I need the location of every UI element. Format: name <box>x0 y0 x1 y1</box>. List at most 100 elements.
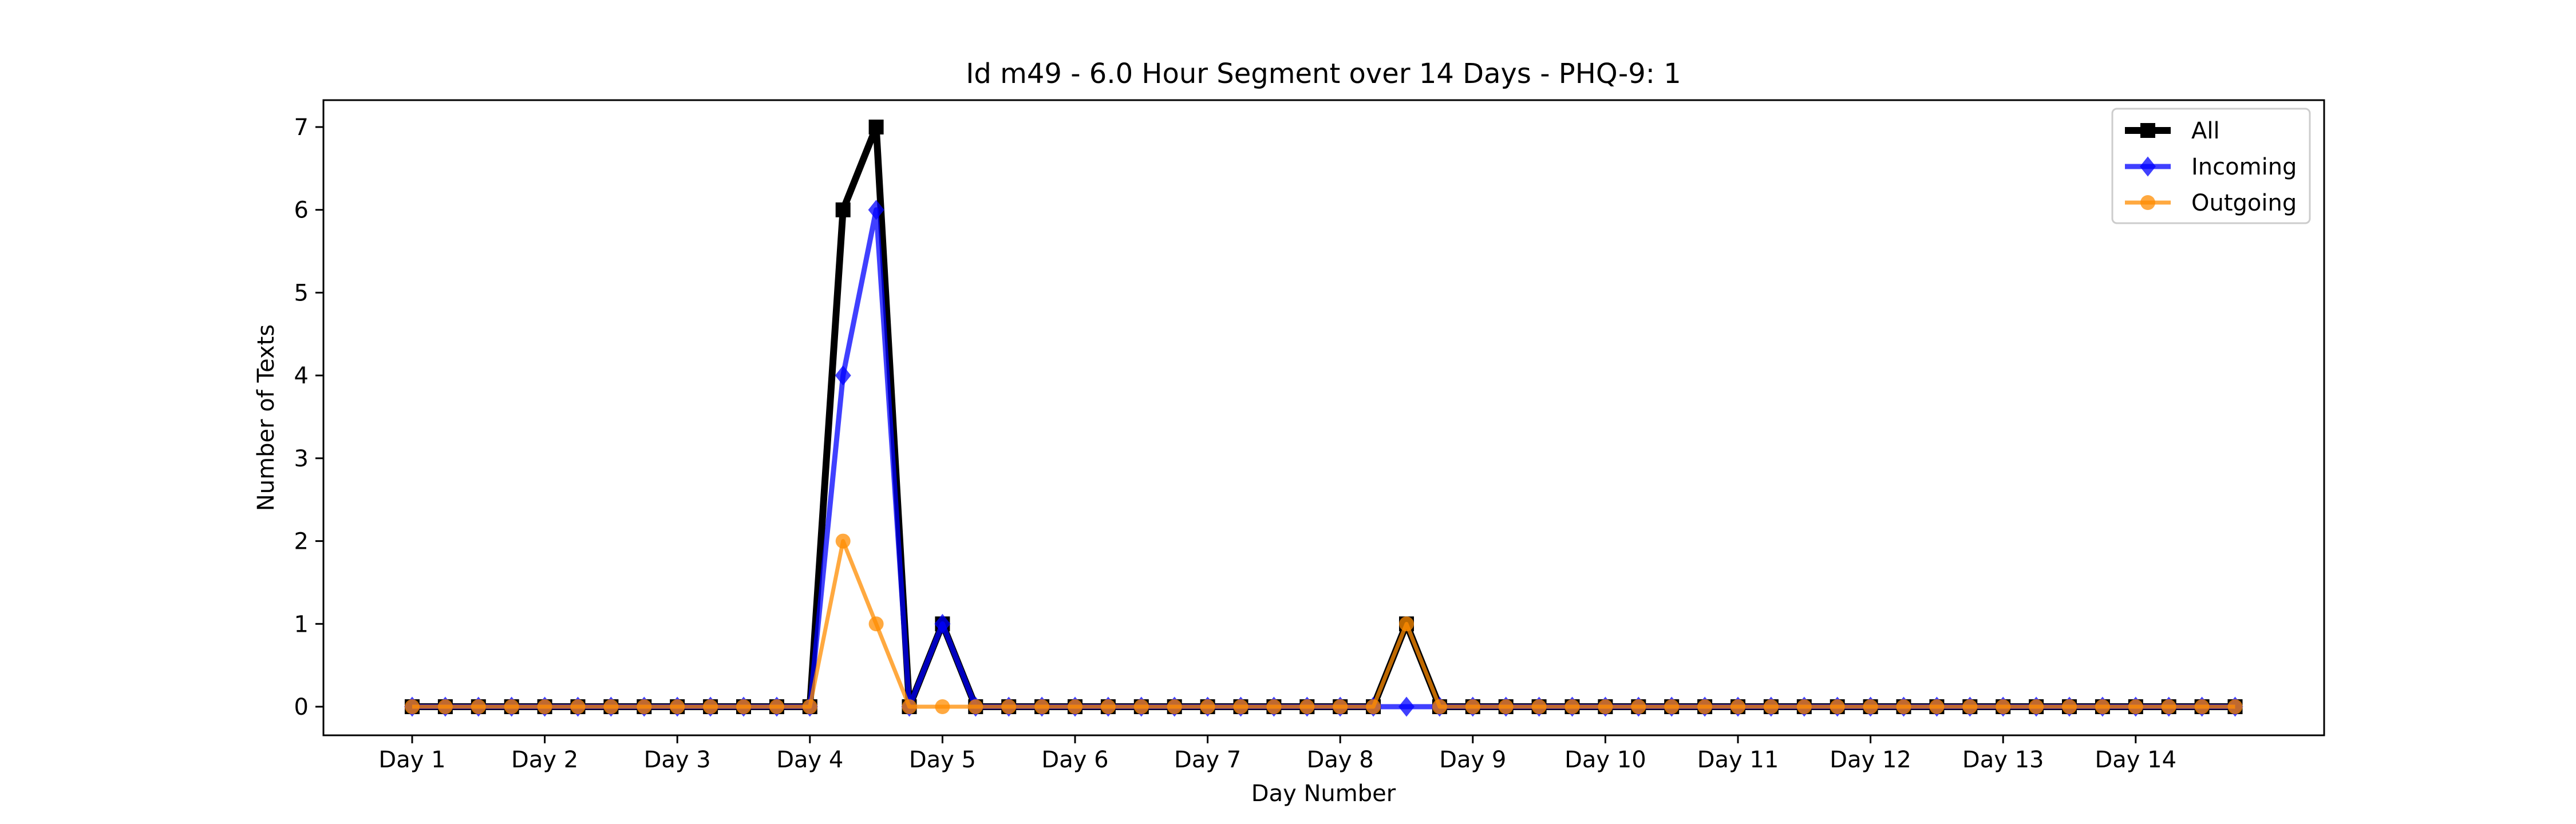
data-point-outgoing <box>603 699 619 714</box>
data-point-outgoing <box>504 699 519 714</box>
data-point-outgoing <box>1001 699 1017 714</box>
x-tick-label: Day 3 <box>644 747 711 773</box>
x-tick-label: Day 11 <box>1697 747 1779 773</box>
data-point-outgoing <box>902 699 917 714</box>
data-point-outgoing <box>1564 699 1580 714</box>
x-tick-label: Day 10 <box>1564 747 1646 773</box>
x-axis-label: Day Number <box>1251 781 1396 807</box>
y-axis-ticks: 0 1 2 3 4 5 6 7 <box>294 114 323 720</box>
data-point-outgoing <box>1929 699 1945 714</box>
data-point-outgoing <box>2029 699 2044 714</box>
data-point-outgoing <box>1664 699 1680 714</box>
data-point-outgoing <box>1233 699 1249 714</box>
x-tick-label: Day 1 <box>378 747 445 773</box>
data-point-outgoing <box>1962 699 1978 714</box>
data-point-outgoing <box>1796 699 1812 714</box>
plot-area <box>404 120 2243 717</box>
data-point-outgoing <box>2161 699 2176 714</box>
x-axis-ticks: Day 1 Day 2 Day 3 Day 4 Day 5 Day 6 Day 7 Day 8… <box>378 735 2176 773</box>
data-point-outgoing <box>1133 699 1149 714</box>
data-point-outgoing <box>1631 699 1646 714</box>
data-point-outgoing <box>769 699 784 714</box>
data-point-outgoing <box>537 699 552 714</box>
data-point-outgoing <box>2095 699 2110 714</box>
y-tick-label: 4 <box>294 363 309 389</box>
data-point-outgoing <box>1200 699 1215 714</box>
data-point-outgoing <box>736 699 751 714</box>
y-tick-label: 5 <box>294 280 309 306</box>
data-point-outgoing <box>1830 699 1845 714</box>
legend-marker-outgoing <box>2140 195 2155 210</box>
data-point-outgoing <box>1498 699 1514 714</box>
data-point-outgoing <box>1167 699 1182 714</box>
legend: All Incoming Outgoing <box>2111 108 2311 224</box>
data-point-outgoing <box>1299 699 1315 714</box>
legend-label-all: All <box>2191 118 2220 144</box>
y-tick-label: 0 <box>294 694 309 720</box>
legend-label-outgoing: Outgoing <box>2191 190 2297 216</box>
data-point-outgoing <box>2227 699 2243 714</box>
data-point-outgoing <box>1697 699 1713 714</box>
data-point-outgoing <box>1432 699 1447 714</box>
data-point-outgoing <box>935 699 950 714</box>
data-point-incoming <box>934 613 951 634</box>
data-point-all <box>835 202 851 217</box>
x-tick-label: Day 14 <box>2095 747 2176 773</box>
x-tick-label: Day 12 <box>1830 747 1911 773</box>
data-point-outgoing <box>1531 699 1547 714</box>
data-point-outgoing <box>2062 699 2077 714</box>
x-tick-label: Day 8 <box>1307 747 1374 773</box>
y-tick-label: 3 <box>294 446 309 472</box>
data-point-outgoing <box>2128 699 2143 714</box>
data-point-outgoing <box>1068 699 1082 714</box>
data-point-outgoing <box>1863 699 1878 714</box>
series-outgoing <box>405 533 2243 714</box>
data-point-outgoing <box>1100 699 1116 714</box>
x-tick-label: Day 4 <box>776 747 843 773</box>
data-point-outgoing <box>703 699 718 714</box>
legend-marker-all <box>2140 123 2155 138</box>
x-tick-label: Day 2 <box>511 747 578 773</box>
y-tick-label: 6 <box>294 197 309 224</box>
data-point-incoming <box>835 365 851 386</box>
data-point-incoming <box>1398 696 1415 717</box>
x-tick-label: Day 7 <box>1174 747 1241 773</box>
data-point-outgoing <box>802 699 817 714</box>
x-tick-label: Day 5 <box>909 747 976 773</box>
data-point-outgoing <box>570 699 586 714</box>
data-point-outgoing <box>1266 699 1282 714</box>
data-point-outgoing <box>1465 699 1480 714</box>
data-point-outgoing <box>670 699 685 714</box>
data-point-incoming <box>868 200 884 220</box>
data-point-outgoing <box>471 699 486 714</box>
data-point-all <box>868 120 884 134</box>
chart-title: Id m49 - 6.0 Hour Segment over 14 Days -… <box>966 58 1681 90</box>
data-point-outgoing <box>868 616 884 632</box>
data-point-outgoing <box>1399 616 1414 632</box>
legend-box <box>2111 108 2311 224</box>
data-point-outgoing <box>1896 699 1911 714</box>
data-point-outgoing <box>1333 699 1348 714</box>
data-point-outgoing <box>1598 699 1613 714</box>
y-tick-label: 1 <box>294 611 309 637</box>
data-point-outgoing <box>405 699 420 714</box>
plot-frame <box>322 99 2325 736</box>
legend-label-incoming: Incoming <box>2191 154 2297 180</box>
y-tick-label: 7 <box>294 114 309 141</box>
x-tick-label: Day 9 <box>1439 747 1506 773</box>
data-point-outgoing <box>835 533 851 549</box>
y-axis-label: Number of Texts <box>253 324 279 511</box>
legend-marker-incoming <box>2140 156 2156 177</box>
data-point-outgoing <box>637 699 652 714</box>
data-point-outgoing <box>1034 699 1050 714</box>
data-point-outgoing <box>2194 699 2210 714</box>
data-point-outgoing <box>1366 699 1381 714</box>
data-point-outgoing <box>437 699 453 714</box>
data-point-outgoing <box>1996 699 2011 714</box>
x-tick-label: Day 13 <box>1962 747 2044 773</box>
data-point-outgoing <box>1763 699 1779 714</box>
data-point-outgoing <box>1730 699 1745 714</box>
data-point-outgoing <box>968 699 983 714</box>
x-tick-label: Day 6 <box>1041 747 1108 773</box>
